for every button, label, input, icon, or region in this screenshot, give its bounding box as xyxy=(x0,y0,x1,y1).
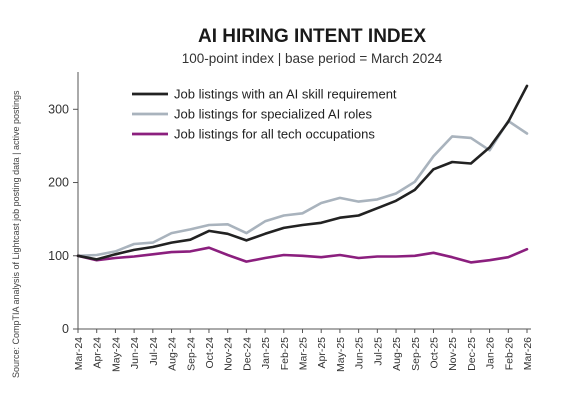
x-tick-label: Aug-24 xyxy=(167,337,179,371)
chart-subtitle: 100-point index | base period = March 20… xyxy=(182,51,443,66)
x-tick-label: Apr-25 xyxy=(316,337,328,369)
x-tick-label: Nov-24 xyxy=(223,337,235,371)
y-tick-label: 300 xyxy=(48,102,69,116)
x-tick-label: Mar-26 xyxy=(522,337,534,370)
x-tick-label: Mar-24 xyxy=(73,337,85,370)
series-line-1 xyxy=(76,119,529,258)
x-tick-label: Sep-25 xyxy=(410,337,422,371)
x-tick-label: Oct-24 xyxy=(204,337,216,369)
x-tick-label: Jun-24 xyxy=(129,337,141,369)
y-tick-label: 100 xyxy=(48,249,69,263)
source-note: Source: CompTIA analysis of Lightcast jo… xyxy=(11,90,21,378)
legend-label-2: Job listings for all tech occupations xyxy=(174,127,375,142)
series-line-2 xyxy=(76,246,529,264)
series-line-0 xyxy=(76,84,529,261)
x-tick-label: Dec-24 xyxy=(241,337,253,371)
x-tick-label: Sep-24 xyxy=(185,337,197,371)
x-tick-label: Jul-24 xyxy=(148,337,160,366)
x-tick-label: Jun-25 xyxy=(354,337,366,369)
x-tick-label: Apr-24 xyxy=(92,337,104,369)
y-tick-label: 200 xyxy=(48,176,69,190)
x-tick-label: May-25 xyxy=(335,337,347,372)
legend-label-0: Job listings with an AI skill requiremen… xyxy=(174,87,397,102)
series-lines xyxy=(76,84,529,264)
x-tick-label: Jul-25 xyxy=(372,337,384,366)
x-tick-label: Dec-25 xyxy=(466,337,478,371)
legend: Job listings with an AI skill requiremen… xyxy=(132,87,397,142)
x-tick-label: Feb-25 xyxy=(279,337,291,370)
x-tick-label: Mar-25 xyxy=(298,337,310,370)
x-tick-label: Jan-25 xyxy=(260,337,272,369)
x-tick-label: Jan-26 xyxy=(485,337,497,369)
x-tick-label: Aug-25 xyxy=(391,337,403,371)
x-tick-label: Nov-25 xyxy=(447,337,459,371)
x-tick-label: Oct-25 xyxy=(428,337,440,369)
chart-title: AI HIRING INTENT INDEX xyxy=(198,26,426,47)
x-tick-label: Feb-26 xyxy=(503,337,515,370)
x-tick-label: May-24 xyxy=(110,337,122,372)
y-tick-label: 0 xyxy=(62,322,69,336)
legend-label-1: Job listings for specialized AI roles xyxy=(174,107,372,122)
axes: 0 100 200 300 Mar-24 Apr-24 May-24 Jun-24 Jul-24… xyxy=(48,72,534,372)
